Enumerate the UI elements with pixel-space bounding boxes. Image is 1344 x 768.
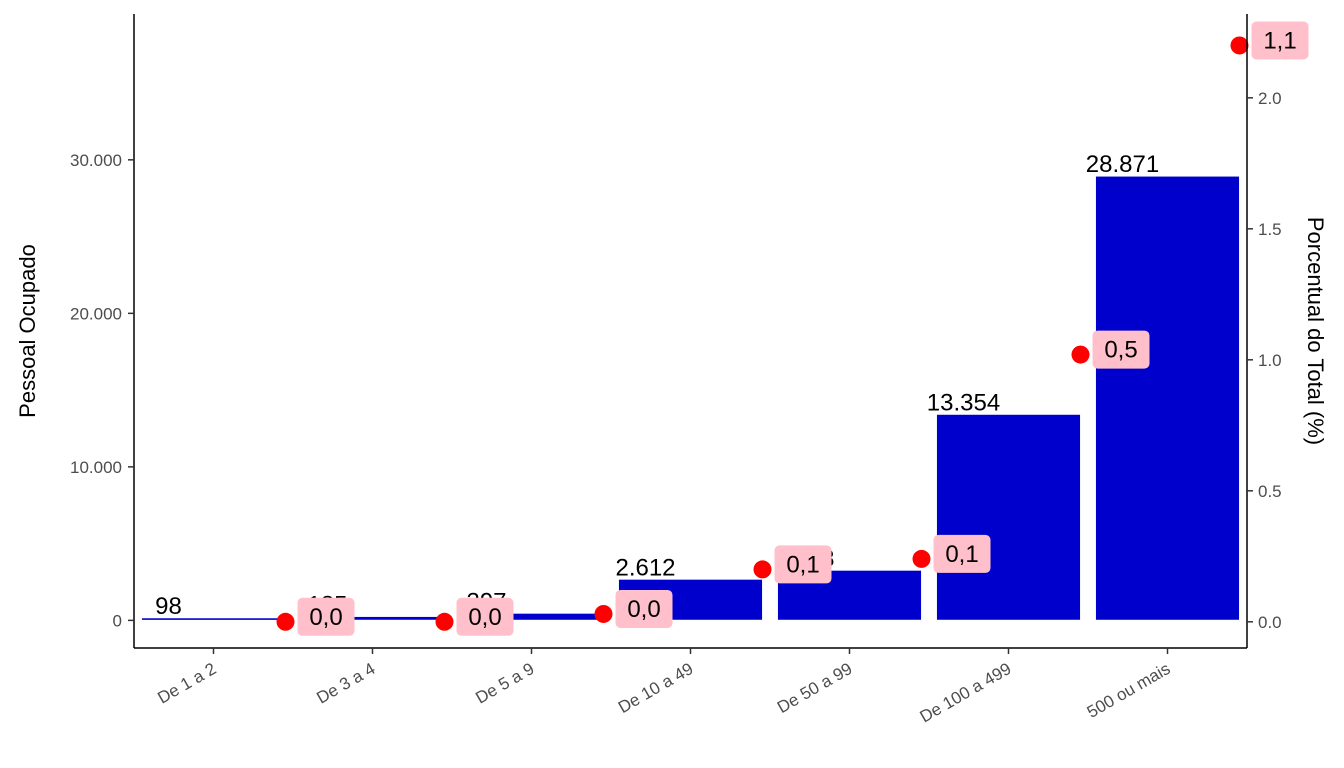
- percent-value-label: 0,0: [627, 596, 660, 623]
- bars-layer: [141, 176, 1240, 620]
- y-right-tick-label: 1.0: [1258, 351, 1282, 370]
- percent-point: [1071, 345, 1090, 364]
- bar: [936, 414, 1081, 620]
- x-tick-label: De 5 a 9: [472, 659, 537, 708]
- bar: [300, 616, 445, 620]
- bar: [141, 618, 286, 620]
- y-axis-title-right: Porcentual do Total (%): [1303, 217, 1328, 445]
- x-ticks: De 1 a 2 De 3 a 4 De 5 a 9 De 10 a 49 De 50 …: [154, 648, 1174, 727]
- x-tick-label: De 3 a 4: [313, 659, 378, 708]
- right-y-ticks: 0.0 0.5 1.0 1.5 2.0: [1247, 89, 1282, 632]
- bar-value-label: 98: [155, 593, 182, 620]
- percent-labels-layer: 0,0 0,0 0,0 0,1 0,1 0,5 1,1: [297, 21, 1309, 636]
- percent-label-box: [933, 534, 991, 573]
- percent-point: [912, 549, 931, 568]
- bar: [459, 613, 604, 620]
- percent-label-box: [297, 597, 355, 636]
- percent-label-box: [456, 597, 514, 636]
- percent-value-label: 0,5: [1104, 337, 1137, 364]
- x-tick-label: De 1 a 2: [154, 659, 219, 708]
- percent-point: [1230, 36, 1249, 55]
- x-tick-label: De 100 a 499: [917, 659, 1015, 727]
- percent-value-label: 0,0: [309, 604, 342, 631]
- percent-value-label: 1,1: [1263, 27, 1296, 54]
- percent-point: [753, 560, 772, 579]
- percent-value-label: 0,1: [945, 541, 978, 568]
- x-tick-label: De 50 a 99: [774, 659, 856, 717]
- percent-points-layer: [276, 36, 1249, 631]
- percent-point: [276, 612, 295, 631]
- bar: [1095, 176, 1240, 620]
- y-right-tick-label: 0.0: [1258, 613, 1282, 632]
- percent-value-label: 0,0: [468, 604, 501, 631]
- y-tick-label: 30.000: [70, 151, 122, 170]
- x-tick-label: 500 ou mais: [1084, 659, 1174, 722]
- bar-value-label: 13.354: [927, 389, 1000, 416]
- y-right-tick-label: 1.5: [1258, 220, 1282, 239]
- percent-label-box: [1251, 21, 1309, 60]
- left-y-ticks: 0 10.000 20.000 30.000: [70, 151, 134, 630]
- percent-point: [594, 604, 613, 623]
- x-tick-label: De 10 a 49: [615, 659, 697, 717]
- bar-value-label: 28.871: [1086, 151, 1159, 178]
- bar-value-label: 2.612: [615, 554, 675, 581]
- percent-label-box: [615, 589, 673, 628]
- percent-value-label: 0,1: [786, 551, 819, 578]
- percent-label-box: [774, 545, 832, 584]
- y-tick-label: 10.000: [70, 458, 122, 477]
- y-tick-label: 0: [113, 611, 122, 630]
- percent-label-box: [1092, 330, 1150, 369]
- y-right-tick-label: 0.5: [1258, 482, 1282, 501]
- y-right-tick-label: 2.0: [1258, 89, 1282, 108]
- y-tick-label: 20.000: [70, 304, 122, 323]
- percent-point: [435, 612, 454, 631]
- y-axis-title-left: Pessoal Ocupado: [15, 244, 40, 418]
